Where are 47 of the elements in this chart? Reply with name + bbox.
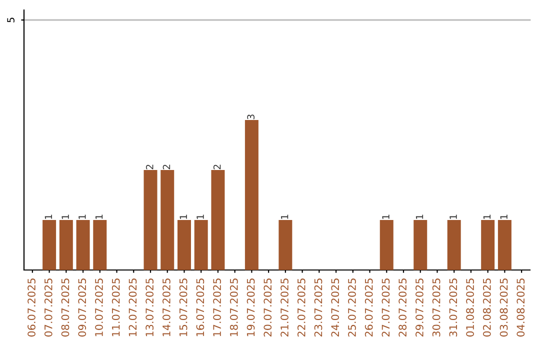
data-label: 1 [62,214,69,219]
x-tick-label: 24.07.2025 [331,278,340,337]
data-label: 1 [44,214,52,219]
data-label: 1 [281,214,288,219]
data-label: 2 [146,164,154,170]
x-tick-label: 15.07.2025 [179,278,188,336]
x-tick-label: 03.08.2025 [500,278,508,337]
data-label: 3 [247,114,255,120]
x-tick-label: 25.07.2025 [348,278,356,337]
data-label: 1 [483,214,491,219]
data-label: 2 [213,164,221,170]
data-label: 1 [95,214,103,219]
x-tick-label: 16.07.2025 [196,278,204,336]
x-tick-label: 07.07.2025 [44,278,52,337]
x-tick-label: 06.07.2025 [28,278,36,337]
x-tick-label: 13.07.2025 [146,278,154,336]
x-tick-label: 31.07.2025 [449,278,458,336]
x-tick-label: 17.07.2025 [213,278,221,336]
y-tick-label: 5 [7,18,14,22]
x-tick-label: 09.07.2025 [78,278,86,337]
data-label: 1 [416,214,424,219]
x-tick-label: 26.07.2025 [364,278,373,337]
data-label: 2 [162,164,170,170]
x-tick-label: 18.07.2025 [230,278,238,336]
x-tick-label: 10.07.2025 [95,278,103,336]
data-label: 1 [78,214,86,219]
x-tick-label: 27.07.2025 [382,278,390,337]
x-tick-label: 11.07.2025 [112,278,120,336]
data-label: 1 [180,214,187,219]
x-tick-label: 14.07.2025 [162,278,170,336]
x-tick-label: 23.07.2025 [314,278,322,337]
x-tick-label: 01.08.2025 [466,278,474,337]
data-label: 1 [196,214,204,219]
x-tick-label: 04.08.2025 [516,278,525,337]
x-tick-label: 20.07.2025 [264,278,272,337]
data-label: 1 [500,214,508,219]
x-tick-label: 22.07.2025 [297,278,306,337]
x-tick-label: 12.07.2025 [128,278,137,336]
data-label: 1 [382,214,390,219]
x-tick-label: 02.08.2025 [482,278,491,337]
x-tick-label: 28.07.2025 [398,278,407,337]
data-label: 1 [450,214,457,219]
x-tick-label: 29.07.2025 [416,278,424,337]
x-tick-label: 21.07.2025 [280,278,288,337]
x-tick-label: 19.07.2025 [246,278,255,336]
x-tick-label: 08.07.2025 [61,278,70,337]
x-tick-label: 30.07.2025 [432,278,440,336]
